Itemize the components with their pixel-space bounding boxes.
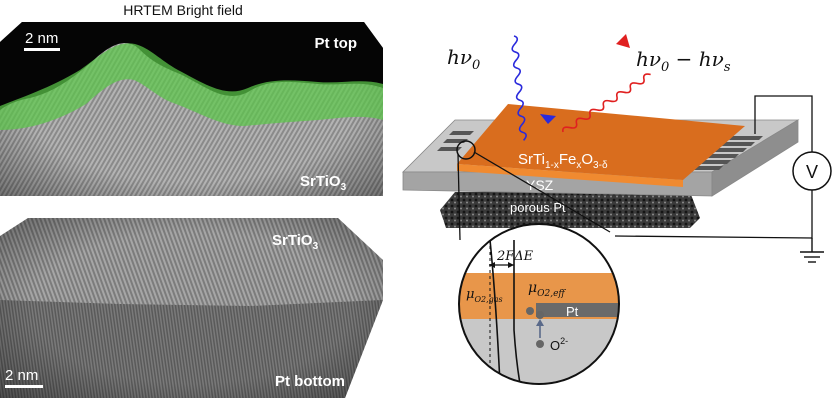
pt-bottom-label: Pt bottom <box>275 373 345 390</box>
ysz-substrate-side <box>711 119 799 197</box>
bottom-scale-bar-label: 2 nm <box>5 367 38 384</box>
top-panel-header: HRTEM Bright field <box>123 2 243 18</box>
magnified-region-marker <box>456 140 476 160</box>
voltmeter-label: V <box>806 162 818 182</box>
bottom-hrtem-panel: SrTiO3 2 nm Pt bottom <box>0 218 383 398</box>
emitted-photon-label: hν0 − hνs <box>636 47 731 75</box>
srtio3-bottom-panel-label: SrTiO3 <box>272 232 319 252</box>
pt-top-label: Pt top <box>315 35 358 52</box>
energy-gap-label: 2FΔE <box>496 249 534 264</box>
magnified-inset: 2FΔE μO2,eff μO2,gas Pt O2- <box>458 223 620 385</box>
top-hrtem-panel: 2 nm Pt top SrTiO3 <box>0 22 383 196</box>
ground-icon <box>800 238 824 263</box>
bottom-scale-bar <box>5 385 43 388</box>
porous-pt-label: porous Pt <box>510 200 566 215</box>
electrode-fingers <box>437 131 763 170</box>
emitted-photon-arrowhead <box>616 34 630 48</box>
top-scale-bar-label: 2 nm <box>25 30 58 47</box>
thin-film-label: SrTi1-xFexO3-δ <box>518 151 608 171</box>
emitted-photon-wave <box>562 73 651 133</box>
incident-photon-label: hν0 <box>447 45 480 73</box>
oxygen-ion-label: O2- <box>550 336 568 353</box>
interface-highlight <box>0 43 383 130</box>
srtio3-top-panel-label: SrTiO3 <box>300 173 347 193</box>
oxygen-ion <box>526 307 534 315</box>
porous-pt-electrode <box>440 192 700 228</box>
device-schematic: SrTi1-xFexO3-δ YSZ porous Pt V hν0 hν0 −… <box>402 34 832 263</box>
mu-eff-label: μO2,eff <box>528 280 566 299</box>
voltmeter <box>792 151 832 191</box>
voltmeter-wire-top <box>754 95 813 152</box>
top-scale-bar <box>24 48 60 51</box>
ysz-label: YSZ <box>526 177 554 193</box>
thin-film-top <box>457 104 745 180</box>
incident-photon-arrowhead <box>540 114 556 124</box>
mu-gas-label: μO2,gas <box>466 287 503 304</box>
pt-inset-label: Pt <box>566 304 579 319</box>
incident-photon-wave <box>511 35 527 141</box>
thin-film-side <box>457 164 683 187</box>
